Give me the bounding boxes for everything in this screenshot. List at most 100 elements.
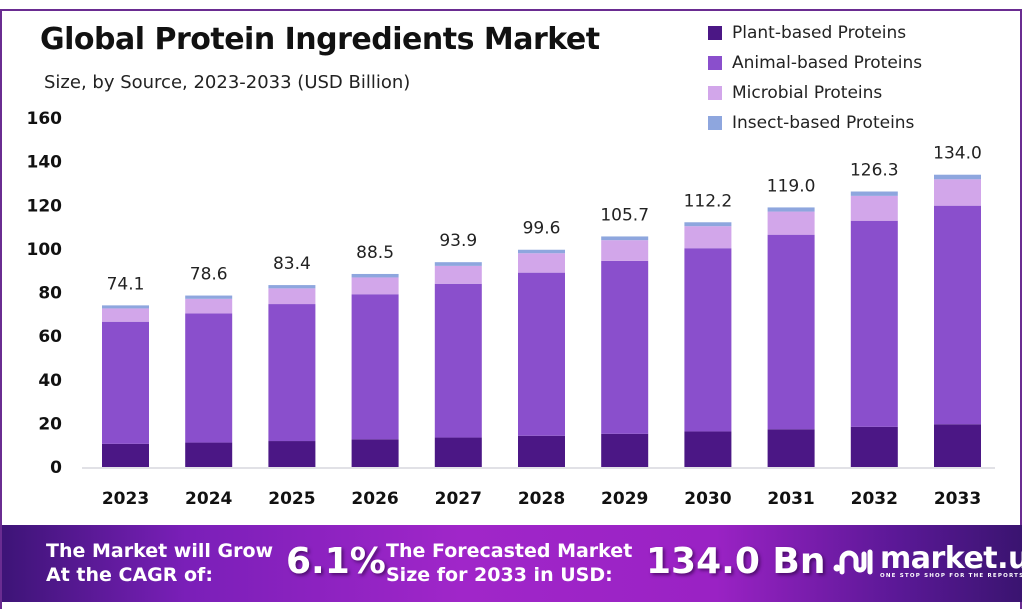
bar-segment-animal-2028 <box>518 272 565 436</box>
legend-item-plant: Plant-based Proteins <box>708 18 922 48</box>
bar-segment-plant-2028 <box>518 435 565 467</box>
bar-segment-microbial-2024 <box>185 298 233 314</box>
bar-total-label: 88.5 <box>356 243 394 263</box>
legend-swatch-insect <box>708 116 722 130</box>
legend-label: Microbial Proteins <box>732 83 883 103</box>
bar-segment-insect-2027 <box>434 262 482 266</box>
y-tick-label: 0 <box>50 458 62 478</box>
bar-segment-plant-2033 <box>934 424 981 467</box>
x-tick-label: 2030 <box>684 489 731 509</box>
y-tick-label: 140 <box>27 153 63 173</box>
bar-total-label: 83.4 <box>273 254 311 274</box>
y-tick-label: 160 <box>27 109 63 129</box>
cagr-caption-line1: The Market will Grow <box>46 540 274 562</box>
bar-segment-insect-2028 <box>518 249 565 254</box>
bar-segment-insect-2029 <box>601 236 649 241</box>
bar-segment-plant-2026 <box>351 439 399 467</box>
bar-segment-animal-2025 <box>268 304 316 442</box>
bar-segment-microbial-2027 <box>434 265 482 284</box>
bar-segment-animal-2031 <box>767 234 815 430</box>
bar-segment-animal-2027 <box>434 283 482 438</box>
bar-total-label: 74.1 <box>107 274 145 294</box>
summary-banner: The Market will Grow At the CAGR of: 6.1… <box>2 525 1024 602</box>
bar-segment-animal-2029 <box>601 260 649 434</box>
bar-total-label: 134.0 <box>933 144 982 164</box>
legend-item-insect: Insect-based Proteins <box>708 108 922 138</box>
forecast-value: 134.0 Bn <box>646 541 826 582</box>
chart-title: Global Protein Ingredients Market <box>40 22 600 57</box>
bar-segment-insect-2025 <box>268 285 316 289</box>
bar-segment-insect-2023 <box>102 305 149 309</box>
bar-total-label: 112.2 <box>684 191 733 211</box>
x-tick-label: 2029 <box>601 489 648 509</box>
bar-segment-microbial-2028 <box>518 253 565 273</box>
y-tick-label: 60 <box>38 327 62 347</box>
bar-total-label: 119.0 <box>767 176 816 196</box>
bar-segment-animal-2026 <box>351 294 399 440</box>
x-tick-label: 2027 <box>435 489 482 509</box>
bar-segment-animal-2024 <box>185 313 233 443</box>
bar-segment-insect-2031 <box>767 207 815 212</box>
x-tick-label: 2026 <box>351 489 398 509</box>
legend-swatch-microbial <box>708 86 722 100</box>
bar-total-label: 99.6 <box>523 219 561 239</box>
bar-segment-insect-2033 <box>934 174 981 180</box>
forecast-caption-line1: The Forecasted Market <box>386 540 633 562</box>
bar-segment-insect-2032 <box>850 191 898 196</box>
bar-total-label: 105.7 <box>600 205 649 225</box>
bar-segment-insect-2024 <box>185 295 233 299</box>
x-tick-label: 2025 <box>268 489 315 509</box>
logo-wordmark: market.us <box>880 541 1024 576</box>
cagr-value: 6.1% <box>286 541 386 582</box>
bar-segment-plant-2030 <box>684 431 732 467</box>
bar-segment-microbial-2026 <box>351 277 399 295</box>
bar-segment-microbial-2031 <box>767 211 815 235</box>
bar-segment-plant-2027 <box>434 437 482 467</box>
bar-segment-plant-2031 <box>767 429 815 467</box>
x-tick-label: 2032 <box>851 489 898 509</box>
legend: Plant-based Proteins Animal-based Protei… <box>708 18 922 138</box>
cagr-caption: The Market will Grow At the CAGR of: <box>46 539 273 587</box>
x-tick-label: 2023 <box>102 489 149 509</box>
bar-segment-animal-2033 <box>934 205 981 425</box>
legend-item-microbial: Microbial Proteins <box>708 78 922 108</box>
forecast-caption: The Forecasted Market Size for 2033 in U… <box>386 539 632 587</box>
bar-total-label: 78.6 <box>190 265 228 285</box>
bar-segment-microbial-2030 <box>684 226 732 249</box>
bar-segment-animal-2030 <box>684 248 732 432</box>
stacked-bar-chart: 0 20 40 60 80 100 120 140 160 74.1 2023 78.6 2024 83.… <box>27 109 995 509</box>
x-tick-label: 2033 <box>934 489 981 509</box>
y-tick-label: 80 <box>38 284 62 304</box>
legend-swatch-animal <box>708 56 722 70</box>
x-tick-label: 2031 <box>767 489 814 509</box>
y-tick-label: 100 <box>27 240 63 260</box>
legend-label: Animal-based Proteins <box>732 53 923 73</box>
bar-segment-microbial-2029 <box>601 240 649 261</box>
market-us-logo: market.us ONE STOP SHOP FOR THE REPORTS <box>832 544 1024 580</box>
legend-label: Insect-based Proteins <box>732 113 915 133</box>
x-tick-label: 2024 <box>185 489 232 509</box>
bar-total-label: 126.3 <box>850 161 899 181</box>
bar-segment-microbial-2033 <box>934 179 981 206</box>
y-tick-label: 20 <box>38 414 62 434</box>
bar-segment-animal-2023 <box>102 321 149 444</box>
legend-swatch-plant <box>708 26 722 40</box>
logo-mark-icon <box>833 549 873 575</box>
legend-item-animal: Animal-based Proteins <box>708 48 922 78</box>
bar-segment-plant-2025 <box>268 441 316 467</box>
bar-segment-plant-2032 <box>850 426 898 467</box>
bar-total-label: 93.9 <box>439 231 477 251</box>
bar-segment-plant-2024 <box>185 442 233 467</box>
x-tick-label: 2028 <box>518 489 565 509</box>
bar-segment-animal-2032 <box>850 220 898 427</box>
bar-segment-insect-2026 <box>351 273 399 278</box>
bar-segment-plant-2029 <box>601 433 649 467</box>
bar-segment-insect-2030 <box>684 222 732 227</box>
chart-subtitle: Size, by Source, 2023-2033 (USD Billion) <box>44 72 411 93</box>
bar-segment-plant-2023 <box>102 443 149 467</box>
logo-tagline: ONE STOP SHOP FOR THE REPORTS <box>880 573 1024 579</box>
bar-segment-microbial-2023 <box>102 308 149 322</box>
bar-segment-microbial-2032 <box>850 195 898 221</box>
cagr-caption-line2: At the CAGR of: <box>46 564 213 586</box>
bar-segment-microbial-2025 <box>268 288 316 305</box>
